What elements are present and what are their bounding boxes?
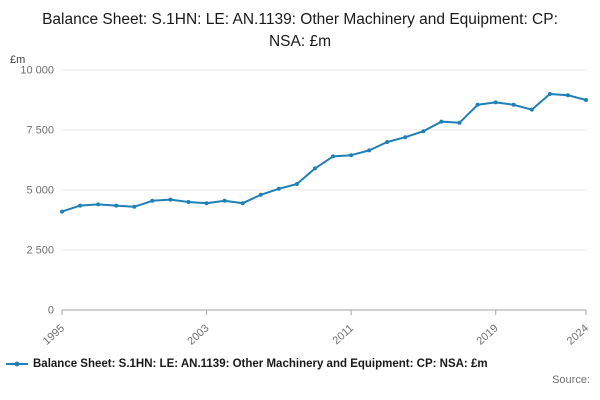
- svg-text:2003: 2003: [185, 323, 211, 348]
- svg-text:10 000: 10 000: [20, 65, 54, 77]
- y-axis-unit-label: £m: [10, 54, 26, 67]
- source-label: Source:: [552, 374, 590, 387]
- chart-area: £m 0 2 500 5 000 7 500 10 000 1995 2003 2011 201…: [0, 54, 600, 356]
- chart-title: Balance Sheet: S.1HN: LE: AN.1139: Other…: [42, 11, 558, 50]
- chart-legend: Balance Sheet: S.1HN: LE: AN.1139: Other…: [0, 356, 600, 370]
- svg-text:2024: 2024: [565, 323, 591, 348]
- svg-text:0: 0: [48, 305, 54, 317]
- svg-text:2019: 2019: [474, 323, 500, 348]
- svg-text:5 000: 5 000: [26, 185, 54, 197]
- svg-text:7 500: 7 500: [26, 125, 54, 137]
- svg-text:2 500: 2 500: [26, 245, 54, 257]
- line-chart-svg: 0 2 500 5 000 7 500 10 000 1995 2003 2011 2019 20…: [20, 65, 591, 348]
- svg-text:1995: 1995: [41, 323, 67, 348]
- legend-label: Balance Sheet: S.1HN: LE: AN.1139: Other…: [33, 358, 488, 371]
- svg-text:2011: 2011: [330, 323, 356, 348]
- legend-line-icon: [6, 361, 28, 367]
